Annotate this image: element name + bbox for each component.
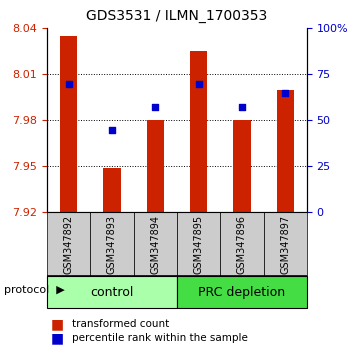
Bar bbox=[60, 36, 77, 212]
Text: GSM347892: GSM347892 bbox=[64, 215, 74, 274]
Text: protocol  ▶: protocol ▶ bbox=[4, 285, 64, 296]
Title: GDS3531 / ILMN_1700353: GDS3531 / ILMN_1700353 bbox=[86, 9, 268, 23]
Point bbox=[239, 105, 245, 110]
Text: control: control bbox=[90, 286, 134, 298]
Bar bbox=[277, 90, 294, 212]
FancyBboxPatch shape bbox=[177, 212, 220, 276]
Point bbox=[282, 90, 288, 96]
FancyBboxPatch shape bbox=[177, 276, 307, 308]
Bar bbox=[233, 120, 251, 212]
Point bbox=[152, 105, 158, 110]
Point bbox=[196, 81, 201, 86]
Point bbox=[109, 127, 115, 132]
Bar bbox=[190, 51, 207, 212]
FancyBboxPatch shape bbox=[264, 212, 307, 276]
Text: ■: ■ bbox=[51, 331, 64, 345]
FancyBboxPatch shape bbox=[47, 212, 90, 276]
Point bbox=[66, 81, 71, 86]
Text: ■: ■ bbox=[51, 317, 64, 331]
Text: GSM347893: GSM347893 bbox=[107, 215, 117, 274]
FancyBboxPatch shape bbox=[90, 212, 134, 276]
FancyBboxPatch shape bbox=[134, 212, 177, 276]
Text: GSM347894: GSM347894 bbox=[150, 215, 160, 274]
Text: GSM347895: GSM347895 bbox=[193, 215, 204, 274]
Text: PRC depletion: PRC depletion bbox=[198, 286, 286, 298]
FancyBboxPatch shape bbox=[47, 276, 177, 308]
Text: GSM347897: GSM347897 bbox=[280, 215, 290, 274]
Text: transformed count: transformed count bbox=[72, 319, 169, 329]
Text: GSM347896: GSM347896 bbox=[237, 215, 247, 274]
Text: percentile rank within the sample: percentile rank within the sample bbox=[72, 333, 248, 343]
Bar bbox=[103, 168, 121, 212]
Bar bbox=[147, 120, 164, 212]
FancyBboxPatch shape bbox=[220, 212, 264, 276]
